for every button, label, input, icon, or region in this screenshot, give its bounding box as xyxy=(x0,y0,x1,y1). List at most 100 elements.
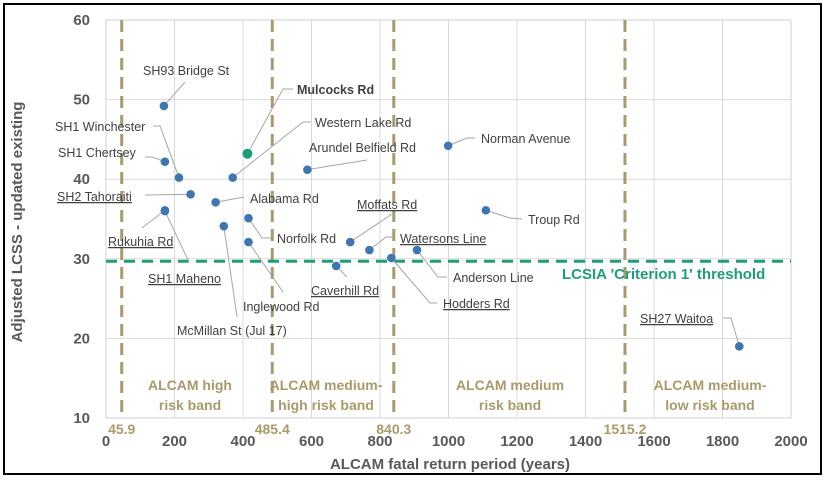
data-point[interactable] xyxy=(331,261,341,271)
point-label: SH27 Waitoa xyxy=(640,312,713,326)
leader-line xyxy=(144,193,191,196)
gridlines xyxy=(105,19,792,419)
data-point[interactable] xyxy=(174,173,184,182)
data-point[interactable] xyxy=(387,253,396,263)
axis-ticks: 0 200 400 600 800 1000 1200 1400 1600 1800 2000 10 2… xyxy=(73,12,807,450)
leader-line xyxy=(164,210,190,263)
x-tick-label: 1600 xyxy=(637,433,670,450)
point-label: Rukuhia Rd xyxy=(108,235,173,249)
leader-lines xyxy=(141,81,740,347)
band-label-line2: low risk band xyxy=(665,397,754,413)
data-point[interactable] xyxy=(159,101,169,111)
point-label: Troup Rd xyxy=(528,213,580,227)
data-point[interactable] xyxy=(481,205,491,215)
y-tick-label: 30 xyxy=(73,251,90,268)
band-label-line2: risk band xyxy=(479,397,541,413)
leader-line xyxy=(215,196,245,203)
data-point[interactable] xyxy=(734,342,744,351)
point-label: Alabama Rd xyxy=(250,192,319,206)
y-tick-label: 40 xyxy=(73,171,90,188)
y-tick-label: 20 xyxy=(73,330,90,347)
leader-line xyxy=(416,249,447,278)
point-label: SH2 Tahoraiti xyxy=(57,190,132,204)
leader-line xyxy=(248,217,271,239)
x-tick-label: 600 xyxy=(299,433,324,450)
point-label: McMillan St (Jul 17) xyxy=(177,324,287,338)
leader-line xyxy=(248,241,284,293)
data-point[interactable] xyxy=(412,245,422,255)
point-label: Moffats Rd xyxy=(357,198,417,212)
leader-line xyxy=(349,213,393,243)
point-label: SH1 Maheno xyxy=(148,272,221,286)
x-tick-label: 0 xyxy=(102,433,110,450)
point-label: Watersons Line xyxy=(400,232,486,246)
leader-line xyxy=(369,236,393,251)
point-label: Mulcocks Rd xyxy=(297,83,374,97)
band-label-line1: ALCAM high xyxy=(148,377,232,393)
threshold-line-group: LCSIA 'Criterion 1' threshold xyxy=(106,259,791,283)
point-label: Norfolk Rd xyxy=(277,232,336,246)
band-boundary-label: 840.3 xyxy=(376,421,411,437)
band-boundary-lines: 45.9 485.4 840.3 1515.2 ALCAM high risk band A… xyxy=(108,20,767,437)
band-label-line2: high risk band xyxy=(278,397,374,413)
data-point[interactable] xyxy=(244,213,253,223)
band-boundary-label: 1515.2 xyxy=(604,421,647,437)
point-label: SH93 Bridge St xyxy=(143,64,230,78)
leader-line xyxy=(723,317,740,347)
point-label: Hodders Rd xyxy=(443,297,510,311)
leader-line xyxy=(223,226,238,318)
data-point[interactable] xyxy=(303,165,312,174)
leader-line xyxy=(307,159,368,171)
leader-line xyxy=(485,209,523,220)
data-point[interactable] xyxy=(219,221,229,231)
y-axis-title: Adjusted LCSS - updated existing xyxy=(9,102,26,343)
leader-line xyxy=(141,209,166,229)
plot-area xyxy=(105,19,792,419)
x-tick-label: 1000 xyxy=(432,433,465,450)
x-tick-label: 2000 xyxy=(774,433,807,450)
point-label: Western Lake Rd xyxy=(315,116,411,130)
point-label: SH1 Winchester xyxy=(55,120,145,134)
threshold-label: LCSIA 'Criterion 1' threshold xyxy=(562,266,765,283)
point-label: SH1 Chertsey xyxy=(58,146,137,160)
leader-line xyxy=(145,156,166,163)
point-label: Inglewood Rd xyxy=(243,300,319,314)
data-point[interactable] xyxy=(186,190,195,199)
point-label: Anderson Line xyxy=(453,271,534,285)
band-label-line1: ALCAM medium- xyxy=(654,377,767,393)
data-point[interactable] xyxy=(160,206,170,216)
y-tick-label: 50 xyxy=(73,92,90,109)
data-point[interactable] xyxy=(211,197,220,207)
data-point[interactable] xyxy=(160,157,170,166)
x-tick-label: 1400 xyxy=(569,433,602,450)
point-labels: SH93 Bridge St SH1 Winchester SH1 Chertsey… xyxy=(55,64,713,338)
point-label: Arundel Belfield Rd xyxy=(309,141,416,155)
band-boundary-label: 485.4 xyxy=(255,421,290,437)
x-tick-label: 800 xyxy=(367,433,392,450)
band-label-line1: ALCAM medium xyxy=(456,377,564,393)
data-point[interactable] xyxy=(365,245,374,255)
x-axis-title: ALCAM fatal return period (years) xyxy=(330,456,570,473)
point-label: Norman Avenue xyxy=(481,132,570,146)
band-label-line2: risk band xyxy=(159,397,221,413)
leader-line xyxy=(153,125,180,178)
x-tick-label: 1200 xyxy=(500,433,533,450)
data-point[interactable] xyxy=(242,148,253,159)
data-point[interactable] xyxy=(244,237,253,247)
point-label: Caverhill Rd xyxy=(311,284,379,298)
chart-frame xyxy=(3,3,822,475)
leader-line xyxy=(390,257,437,304)
x-tick-label: 400 xyxy=(230,433,255,450)
data-point[interactable] xyxy=(345,237,355,247)
leader-line xyxy=(447,137,475,147)
data-point[interactable] xyxy=(228,173,238,182)
y-tick-label: 60 xyxy=(73,12,90,29)
x-tick-label: 1800 xyxy=(706,433,739,450)
band-boundary-label: 45.9 xyxy=(108,421,135,437)
data-points xyxy=(159,101,744,351)
band-label-line1: ALCAM medium- xyxy=(270,377,383,393)
leader-line xyxy=(163,81,186,107)
y-tick-label: 10 xyxy=(73,410,90,427)
data-point[interactable] xyxy=(443,141,453,151)
